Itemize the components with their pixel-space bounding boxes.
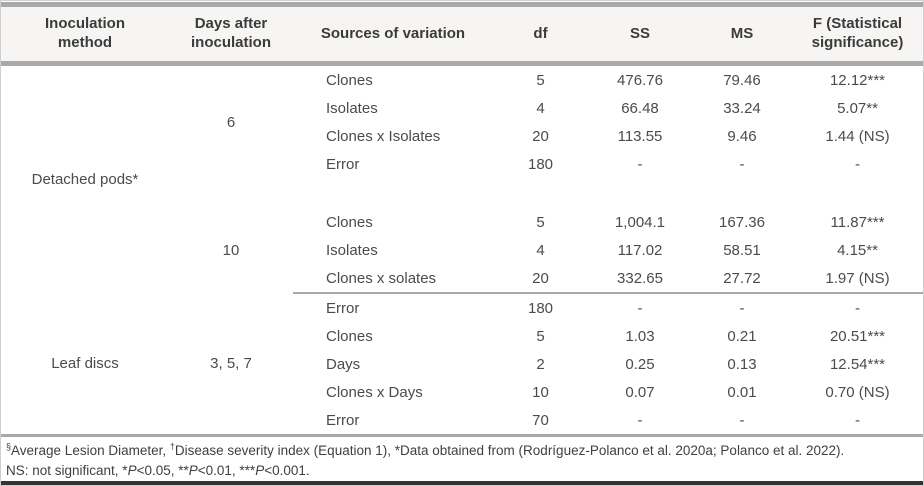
cell-f: -	[792, 292, 923, 322]
cell-df: 5	[536, 71, 545, 89]
group-method-detached-pods: Detached pods*	[31, 171, 139, 188]
cell-ss: 332.65	[617, 269, 663, 287]
anova-table: Inoculation method Days after inoculatio…	[1, 7, 923, 434]
cell-f: 11.87***	[830, 213, 885, 231]
section-sign: §	[6, 441, 12, 452]
cell-f: 0.70 (NS)	[825, 383, 890, 401]
cell-ms: 0.21	[727, 327, 757, 345]
cell-ms: 27.72	[723, 269, 761, 287]
cell-source: Clones	[326, 213, 373, 231]
footnote-rule	[1, 434, 923, 437]
cell-source: Clones	[326, 71, 373, 89]
cell-df: 20	[532, 127, 549, 145]
cell-ss: 117.02	[617, 241, 663, 259]
cell-source: Error	[293, 292, 493, 322]
group-days-10: 10	[222, 242, 240, 259]
cell-source: Clones x solates	[326, 269, 437, 287]
cell-df: 70	[532, 411, 549, 429]
cell-df: 20	[532, 269, 549, 287]
spacer-cell	[169, 178, 923, 208]
table-row: Clones x Days 10 0.07 0.01 0.70 (NS)	[1, 378, 923, 406]
cell-ss: 1.03	[625, 327, 655, 345]
col-header-f: F (Statistical significance)	[792, 7, 923, 66]
cell-df: 5	[536, 327, 545, 345]
col-header-df: df	[493, 7, 588, 66]
col-header-ss: SS	[588, 7, 692, 66]
cell-f: -	[855, 411, 860, 429]
col-header-ms: MS	[692, 7, 792, 66]
cell-f: 12.12***	[829, 71, 886, 89]
cell-f: 1.97 (NS)	[825, 269, 890, 287]
cell-source: Error	[326, 411, 360, 429]
cell-f: 12.54***	[829, 355, 886, 373]
cell-ss: 66.48	[621, 99, 659, 117]
table-row: Isolates 4 117.02 58.51 4.15**	[1, 236, 923, 264]
footnote-line-1: §Average Lesion Diameter, †Disease sever…	[6, 441, 845, 458]
cell-f: 1.44 (NS)	[825, 127, 890, 145]
cell-ss: 1,004.1	[614, 213, 666, 231]
cell-ms: 33.24	[723, 99, 761, 117]
group-method-leaf-discs: Leaf discs	[51, 355, 119, 372]
dagger-sign: †	[169, 441, 175, 452]
col-header-sources-of-variation: Sources of variation	[293, 7, 493, 66]
cell-source: Clones x Isolates	[326, 127, 441, 145]
table-row: Clones x solates 20 332.65 27.72 1.97 (N…	[1, 264, 923, 293]
cell-df: 5	[536, 213, 545, 231]
cell-source: Clones	[326, 327, 373, 345]
cell-df: 4	[536, 241, 545, 259]
cell-df: 2	[536, 355, 545, 373]
cell-source: Days	[326, 355, 361, 373]
cell-f: 4.15**	[837, 241, 878, 259]
cell-ms: -	[692, 292, 792, 322]
table-row: 10 Clones 5 1,004.1 167.36 11.87***	[1, 208, 923, 260]
cell-ms: 0.01	[727, 383, 757, 401]
cell-ms: -	[739, 411, 745, 429]
cell-ms: 167.36	[719, 213, 765, 231]
table-row: Days 2 0.25 0.13 12.54***	[1, 350, 923, 378]
cell-ss: 113.55	[617, 127, 663, 145]
cell-ms: 58.51	[723, 241, 761, 259]
table-row: Leaf discs 3, 5, 7 Error 180 - - -	[1, 292, 923, 372]
cell-df: 180	[493, 292, 588, 322]
cell-df: 4	[536, 99, 545, 117]
cell-ss: -	[637, 155, 643, 173]
cell-df: 10	[532, 383, 549, 401]
col-header-inoculation-method: Inoculation method	[1, 7, 169, 66]
cell-ss: 0.25	[625, 355, 655, 373]
cell-ss: 0.07	[625, 383, 655, 401]
col-header-days-after-inoculation: Days after inoculation	[169, 7, 293, 66]
group-days-6: 6	[226, 113, 236, 131]
footnotes: §Average Lesion Diameter, †Disease sever…	[1, 437, 923, 482]
cell-f: 5.07**	[837, 99, 878, 117]
cell-ms: 0.13	[727, 355, 757, 373]
table-row: Isolates 4 66.48 33.24 5.07**	[1, 94, 923, 122]
cell-f: -	[855, 155, 860, 173]
bottom-rule	[1, 481, 923, 485]
header-row: Inoculation method Days after inoculatio…	[1, 7, 923, 66]
table-row: Error 70 - - -	[1, 406, 923, 434]
top-rule	[1, 2, 923, 7]
cell-source: Isolates	[326, 241, 378, 259]
table-row: Clones 5 1.03 0.21 20.51***	[1, 322, 923, 350]
table-row: Error 180 - - -	[1, 150, 923, 178]
table-row: Detached pods* 6 Clones 5 476.76 79.46 1…	[1, 64, 923, 189]
cell-source: Clones x Days	[326, 383, 423, 401]
cell-ss: -	[637, 411, 643, 429]
cell-f: 20.51***	[829, 327, 886, 345]
group-days-3-5-7: 3, 5, 7	[210, 355, 252, 372]
cell-ss: -	[588, 292, 692, 322]
cell-ms: 9.46	[727, 127, 757, 145]
cell-source: Error	[326, 155, 360, 173]
cell-ms: -	[739, 155, 745, 173]
cell-source: Isolates	[326, 99, 378, 117]
cell-ms: 79.46	[723, 71, 761, 89]
table-row: Clones x Isolates 20 113.55 9.46 1.44 (N…	[1, 122, 923, 150]
cell-ss: 476.76	[617, 71, 663, 89]
cell-df: 180	[527, 155, 554, 173]
footnote-line-2: NS: not significant, *P<0.05, **P<0.01, …	[6, 463, 310, 479]
